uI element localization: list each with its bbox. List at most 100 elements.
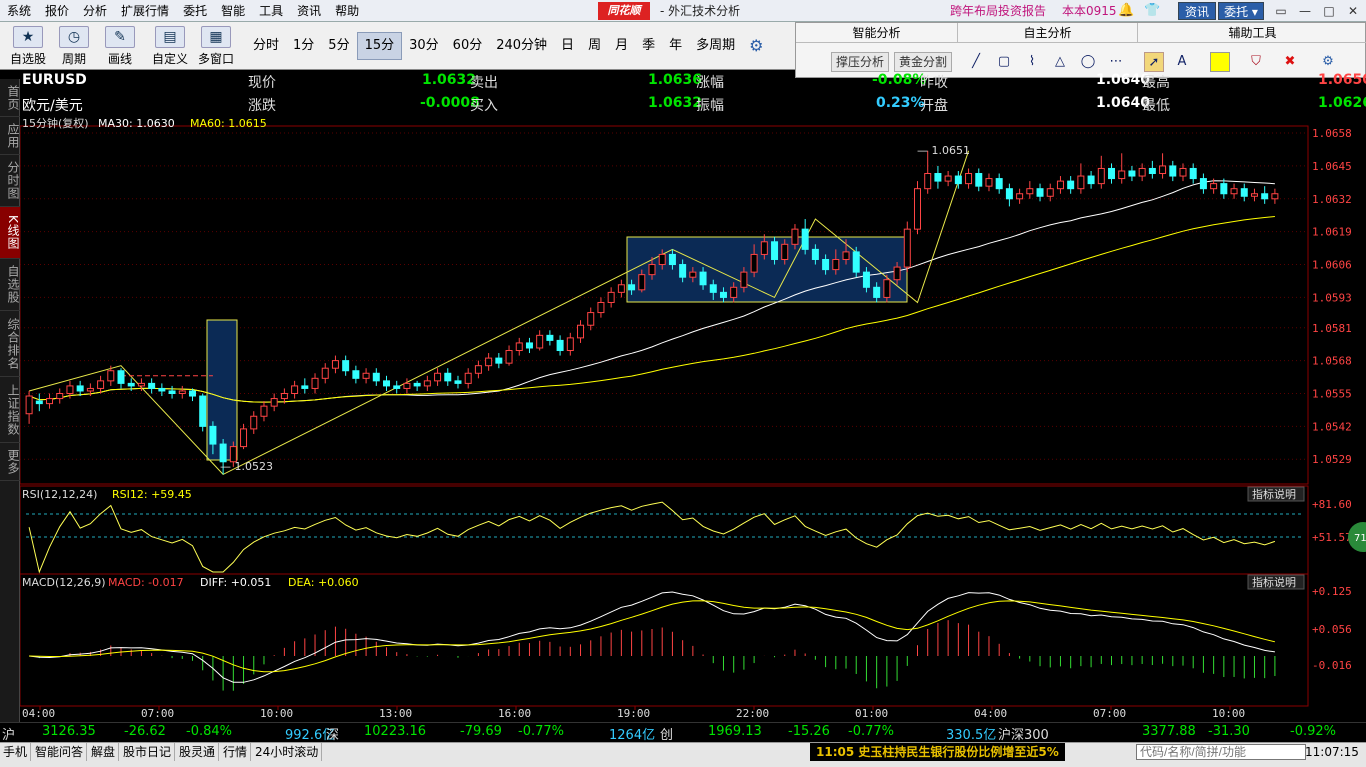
sidebar-tab-home[interactable]: 首页 (0, 79, 20, 117)
candle-down (383, 380, 391, 387)
version-label[interactable]: 本本0915 (1062, 4, 1117, 18)
time-tick-label: 16:00 (498, 707, 531, 720)
more-tools-icon[interactable]: ⋯ (1109, 54, 1123, 69)
minimize-icon[interactable]: — (1299, 4, 1311, 18)
shirt-icon[interactable]: 👕 (1144, 3, 1161, 18)
candle-up (1056, 180, 1064, 190)
color-swatch-icon[interactable] (1210, 52, 1230, 72)
period-year[interactable]: 年 (669, 38, 683, 53)
restore-icon[interactable]: ▭ (1275, 4, 1287, 18)
period-day[interactable]: 日 (561, 38, 575, 53)
candle-up (331, 360, 339, 369)
period-30min[interactable]: 30分 (409, 38, 439, 53)
sidebar-tab-ranking[interactable]: 综合排名 (0, 311, 20, 377)
custom-button[interactable]: ▤ 自定义 (146, 24, 194, 68)
low-label: 最低 (1142, 98, 1170, 114)
sh-label[interactable]: 沪 (2, 728, 16, 743)
news-ticker[interactable]: 11:05 史玉柱持民生银行股份比例增至近5% (810, 743, 1065, 761)
panel-settings-icon[interactable]: ⚙ (1322, 54, 1334, 69)
candle-up (56, 393, 64, 400)
rsi-help-button[interactable] (1247, 486, 1305, 502)
candle-up (730, 286, 738, 298)
bottom-tab-mobile[interactable]: 手机 (0, 743, 32, 761)
period-240min[interactable]: 240分钟 (496, 38, 548, 53)
menu-help[interactable]: 帮助 (335, 3, 360, 18)
watchlist-button[interactable]: ★ 自选股 (4, 24, 52, 68)
sidebar-tab-more[interactable]: 更多 (0, 443, 20, 481)
sidebar-tab-apps[interactable]: 应用 (0, 117, 20, 155)
menu-news[interactable]: 资讯 (297, 3, 322, 18)
candle-down (199, 395, 207, 427)
candle-up (1077, 175, 1085, 190)
bottom-tab-qa[interactable]: 智能问答 (32, 743, 88, 761)
draw-line-button[interactable]: ✎ 画线 (96, 24, 144, 68)
delete-tool-icon[interactable]: ✖ (1284, 54, 1296, 69)
macd-help-button[interactable] (1247, 574, 1305, 590)
sz-change: -79.69 (460, 724, 502, 739)
sidebar-tab-watchlist[interactable]: 自选股 (0, 259, 20, 311)
menu-extended[interactable]: 扩展行情 (121, 3, 170, 18)
candle-up (403, 382, 411, 389)
golden-split-button[interactable]: 黄金分割 (894, 52, 953, 72)
multi-window-icon: ▦ (201, 26, 231, 48)
candle-up (46, 398, 54, 405)
candle-up (240, 428, 248, 448)
rect-tool-icon[interactable]: ▢ (997, 54, 1011, 69)
period-5min[interactable]: 5分 (328, 38, 350, 53)
period-1min[interactable]: 1分 (293, 38, 315, 53)
period-multi[interactable]: 多周期 (696, 38, 736, 53)
menu-trade[interactable]: 委托 (183, 3, 208, 18)
period-month[interactable]: 月 (615, 38, 629, 53)
pressure-analysis-button[interactable]: 撑压分析 (831, 52, 890, 72)
bottom-tab-review[interactable]: 解盘 (88, 743, 120, 761)
news-button[interactable]: 资讯 (1178, 2, 1216, 20)
candle-down (35, 400, 43, 405)
text-tool-icon[interactable]: A (1177, 54, 1187, 69)
candle-up (1097, 167, 1105, 185)
ellipse-tool-icon[interactable]: ◯ (1080, 54, 1096, 69)
menu-smart[interactable]: 智能 (221, 3, 246, 18)
score-badge[interactable] (1348, 522, 1366, 552)
sidebar-tab-timeline[interactable]: 分时图 (0, 155, 20, 207)
polyline-tool-icon[interactable]: ⌇ (1028, 54, 1036, 69)
sz-label[interactable]: 深 (326, 728, 340, 743)
line-tool-icon[interactable]: ╱ (972, 54, 980, 69)
sidebar-tab-kline[interactable]: K线图 (0, 207, 20, 259)
period-week[interactable]: 周 (588, 38, 602, 53)
kline-chart-svg[interactable]: 1.0658 1.0645 1.0632 1.0619 1.0606 1.0593 1.05… (20, 116, 1366, 722)
hs300-label[interactable]: 沪深300 (998, 728, 1049, 743)
pencil-icon: ✎ (105, 26, 135, 48)
period-15min[interactable]: 15分 (356, 32, 403, 60)
price-tick-label: 1.0581 (1312, 322, 1352, 335)
triangle-tool-icon[interactable]: △ (1055, 54, 1065, 69)
candle-down (1005, 188, 1013, 200)
period-quarter[interactable]: 季 (642, 38, 656, 53)
cy-label[interactable]: 创 (660, 728, 674, 743)
bottom-tab-lingtong[interactable]: 股灵通 (176, 743, 220, 761)
multi-window-button[interactable]: ▦ 多窗口 (192, 24, 240, 68)
bell-icon[interactable]: 🔔 (1118, 3, 1135, 18)
close-icon[interactable]: ✕ (1347, 4, 1359, 18)
trade-button[interactable]: 委托 ▾ (1218, 2, 1264, 20)
kline-chart-area[interactable]: 1.0658 1.0645 1.0632 1.0619 1.0606 1.0593 1.05… (20, 116, 1366, 722)
candle-up (311, 377, 319, 389)
menu-system[interactable]: 系统 (7, 3, 32, 18)
search-input[interactable] (1136, 744, 1306, 760)
sidebar-tab-sh-index[interactable]: 上证指数 (0, 377, 20, 443)
bottom-tab-market[interactable]: 行情 (220, 743, 252, 761)
menu-quote[interactable]: 报价 (45, 3, 70, 18)
maximize-icon[interactable]: □ (1323, 4, 1335, 18)
menu-analysis[interactable]: 分析 (83, 3, 108, 18)
candle-up (658, 253, 666, 266)
period-button[interactable]: ◷ 周期 (50, 24, 98, 68)
settings-gear-icon[interactable]: ⚙ (749, 36, 764, 55)
bookmark-tool-icon[interactable]: ⛉ (1251, 54, 1261, 69)
period-tick[interactable]: 分时 (253, 38, 280, 53)
cursor-tool-icon[interactable]: ➚ (1144, 52, 1164, 72)
ad-link[interactable]: 跨年布局投资报告 (950, 4, 1047, 18)
bottom-tab-24h[interactable]: 24小时滚动 (252, 743, 323, 761)
period-60min[interactable]: 60分 (452, 38, 483, 53)
bottom-tab-diary[interactable]: 股市日记 (120, 743, 176, 761)
menu-tools[interactable]: 工具 (259, 3, 284, 18)
candle-up (66, 385, 74, 394)
